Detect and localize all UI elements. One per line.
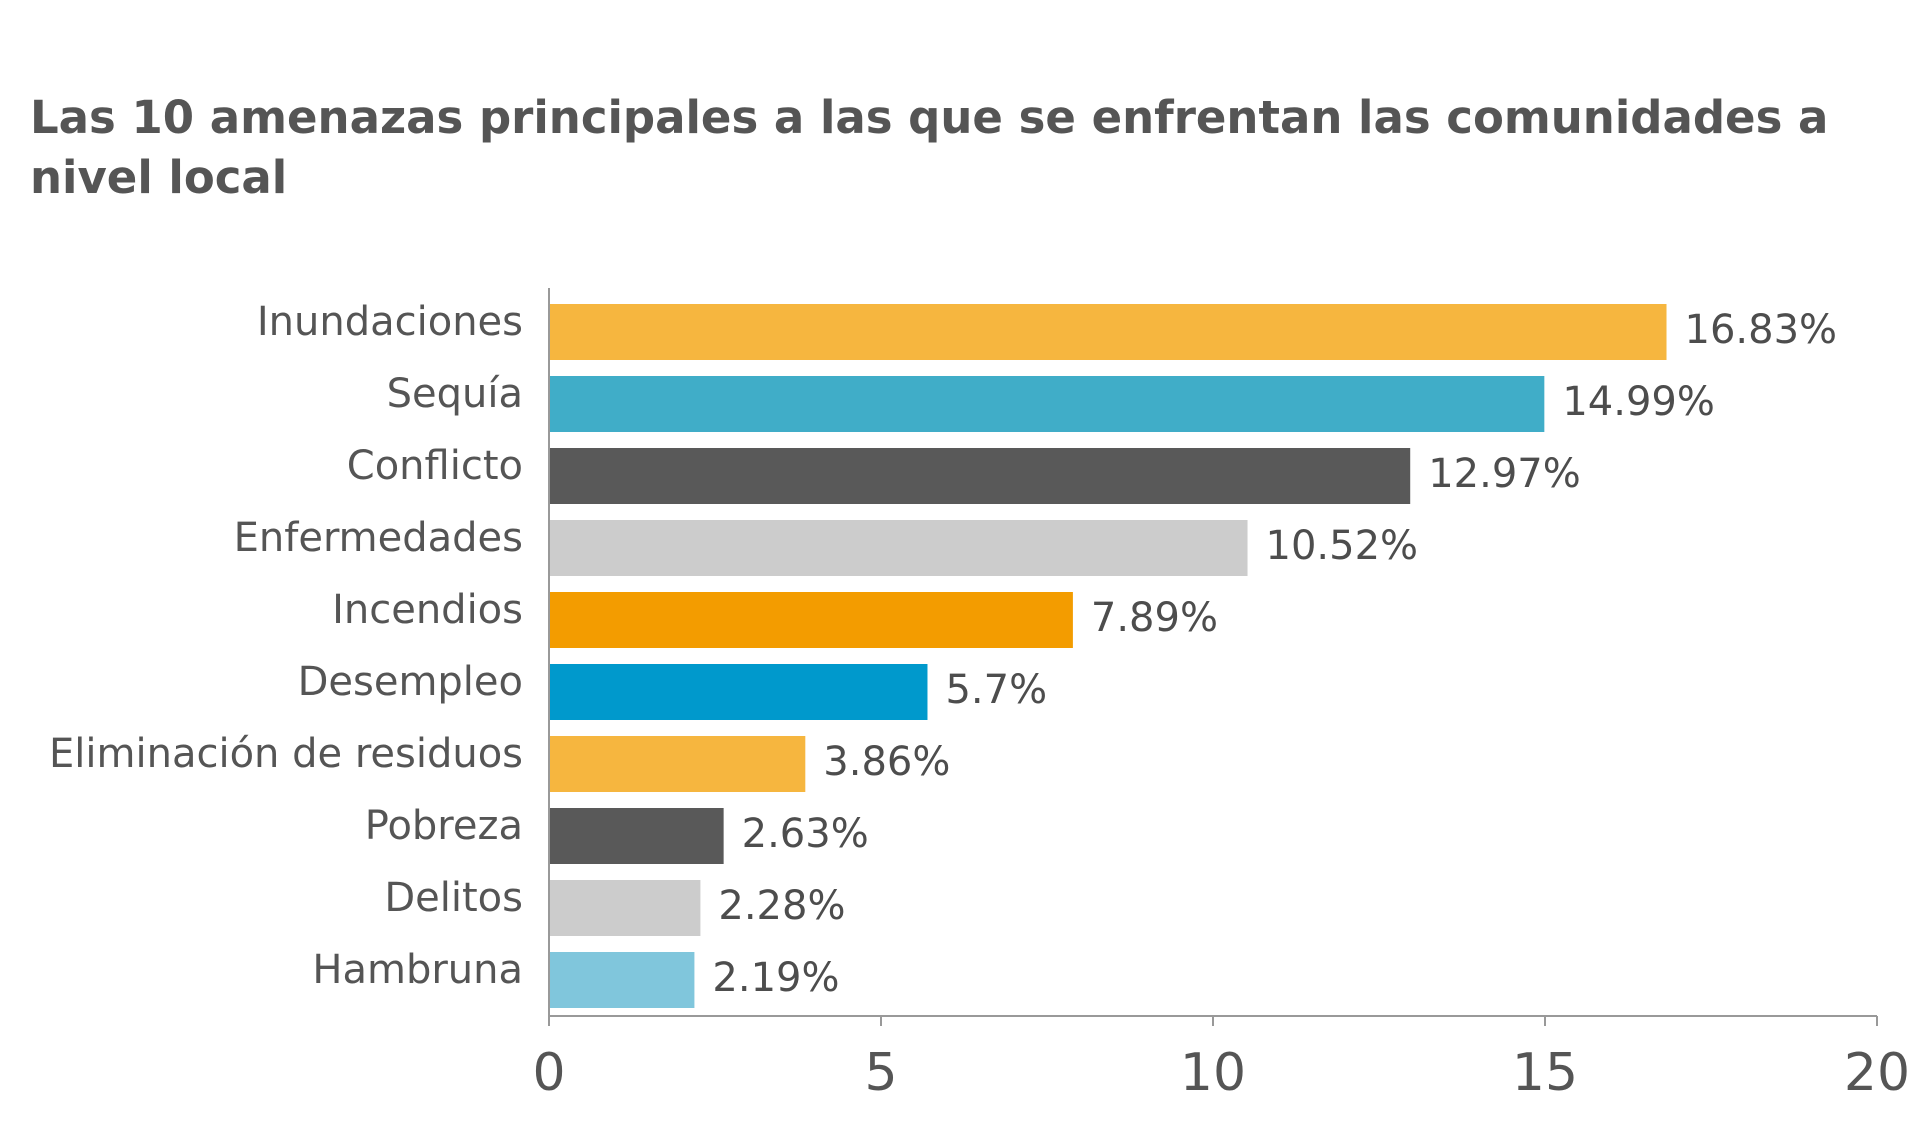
bar-7 bbox=[549, 808, 724, 864]
chart-title: Las 10 amenazas principales a las que se… bbox=[30, 91, 1829, 204]
bar-6 bbox=[549, 736, 806, 792]
category-label-3: Enfermedades bbox=[234, 515, 523, 561]
bar-5 bbox=[549, 664, 928, 720]
value-labels: 16.83% 14.99% 12.97%10.52% 7.89% 5.7% 3.86% 2.… bbox=[712, 307, 1837, 1001]
value-label-9: 2.19% bbox=[712, 955, 839, 1001]
bar-1 bbox=[549, 376, 1545, 432]
category-label-8: Delitos bbox=[384, 875, 523, 921]
category-label-7: Pobreza bbox=[365, 803, 523, 849]
value-label-2: 12.97% bbox=[1428, 451, 1581, 497]
value-label-6: 3.86% bbox=[823, 739, 950, 785]
category-label-0: Inundaciones bbox=[257, 299, 523, 345]
x-tick-label-1: 5 bbox=[864, 1043, 897, 1103]
x-tick-label-0: 0 bbox=[532, 1043, 565, 1103]
bar-3 bbox=[549, 520, 1248, 576]
value-label-5: 5.7% bbox=[945, 667, 1047, 713]
bar-8 bbox=[549, 880, 701, 936]
bar-4 bbox=[549, 592, 1073, 648]
value-label-0: 16.83% bbox=[1685, 307, 1838, 353]
value-label-3: 10.52% bbox=[1266, 523, 1419, 569]
value-label-8: 2.28% bbox=[718, 883, 845, 929]
value-label-7: 2.63% bbox=[742, 811, 869, 857]
category-label-5: Desempleo bbox=[298, 659, 523, 705]
x-tick-label-2: 10 bbox=[1180, 1043, 1246, 1103]
value-label-1: 14.99% bbox=[1562, 379, 1715, 425]
bar-9 bbox=[549, 952, 695, 1008]
category-label-6: Eliminación de residuos bbox=[49, 731, 523, 777]
category-label-1: Sequía bbox=[387, 371, 523, 417]
category-label-9: Hambruna bbox=[312, 947, 523, 993]
x-tick-label-4: 20 bbox=[1844, 1043, 1910, 1103]
value-label-4: 7.89% bbox=[1091, 595, 1218, 641]
bar-2 bbox=[549, 448, 1411, 504]
category-label-4: Incendios bbox=[332, 587, 523, 633]
x-tick-label-3: 15 bbox=[1512, 1043, 1578, 1103]
category-labels: Inundaciones Sequía Conflicto Enfermedades I… bbox=[49, 299, 523, 993]
bar-0 bbox=[549, 304, 1667, 360]
category-label-2: Conflicto bbox=[347, 443, 523, 489]
bars-group bbox=[549, 304, 1667, 1008]
x-axis-ticks: 0 5 10 15 20 bbox=[532, 1016, 1910, 1103]
